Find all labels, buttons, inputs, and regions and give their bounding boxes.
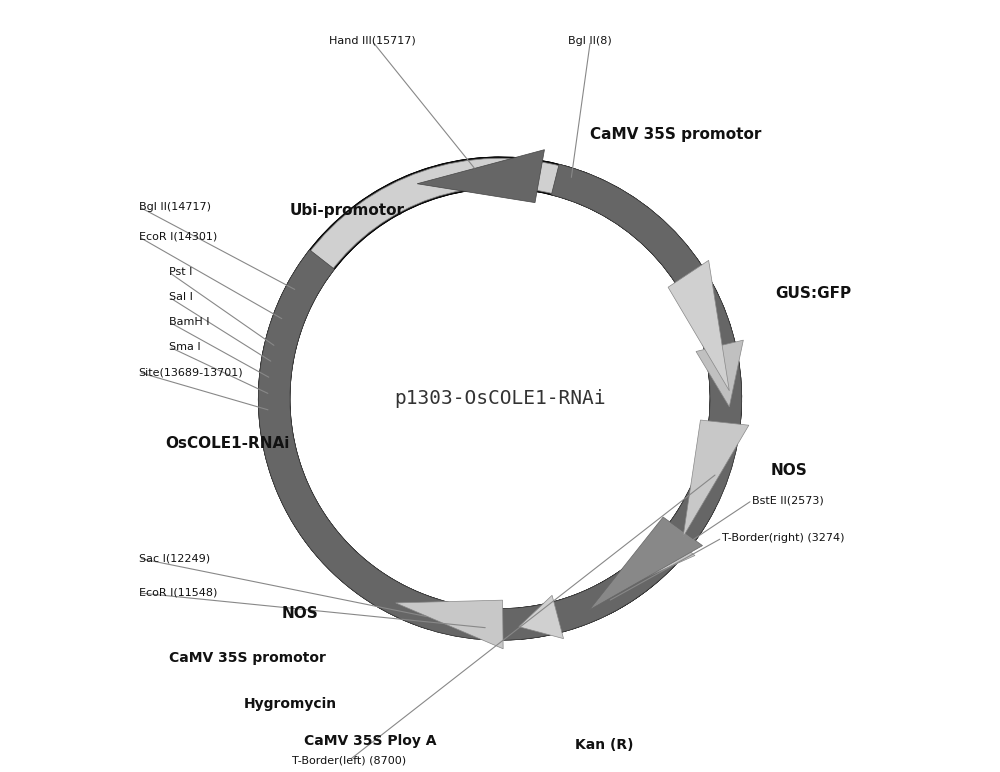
Polygon shape bbox=[666, 365, 740, 547]
Text: Bgl II(14717): Bgl II(14717) bbox=[139, 201, 211, 212]
Polygon shape bbox=[479, 158, 732, 345]
Text: Kan (R): Kan (R) bbox=[575, 738, 634, 752]
Text: BstE II(2573): BstE II(2573) bbox=[752, 495, 824, 505]
Text: CaMV 35S promotor: CaMV 35S promotor bbox=[169, 652, 326, 665]
Polygon shape bbox=[260, 158, 740, 638]
Polygon shape bbox=[641, 525, 695, 580]
Polygon shape bbox=[396, 600, 503, 648]
Text: EcoR I(14301): EcoR I(14301) bbox=[139, 232, 217, 242]
Text: Hand III(15717): Hand III(15717) bbox=[329, 36, 415, 46]
Text: NOS: NOS bbox=[771, 462, 808, 478]
Text: T-Border(left) (8700): T-Border(left) (8700) bbox=[292, 755, 406, 765]
Text: GUS:GFP: GUS:GFP bbox=[775, 286, 851, 300]
Polygon shape bbox=[595, 539, 680, 614]
Text: Ubi-promotor: Ubi-promotor bbox=[289, 203, 404, 218]
Text: CaMV 35S Ploy A: CaMV 35S Ploy A bbox=[304, 734, 437, 748]
Text: p1303-OsCOLE1-RNAi: p1303-OsCOLE1-RNAi bbox=[394, 389, 606, 408]
Polygon shape bbox=[260, 158, 738, 638]
Text: BamH I: BamH I bbox=[169, 317, 209, 327]
Text: Sac I(12249): Sac I(12249) bbox=[139, 554, 210, 564]
Text: Pst I: Pst I bbox=[169, 267, 192, 277]
Text: NOS: NOS bbox=[282, 606, 318, 621]
Polygon shape bbox=[258, 157, 742, 640]
Text: EcoR I(11548): EcoR I(11548) bbox=[139, 587, 217, 598]
Text: Sal I: Sal I bbox=[169, 292, 193, 302]
Polygon shape bbox=[519, 595, 564, 638]
Text: Sma I: Sma I bbox=[169, 341, 200, 351]
Polygon shape bbox=[259, 369, 291, 428]
Text: OsCOLE1-RNAi: OsCOLE1-RNAi bbox=[165, 436, 289, 452]
Polygon shape bbox=[258, 164, 742, 640]
Polygon shape bbox=[260, 158, 740, 638]
Polygon shape bbox=[668, 260, 729, 391]
Polygon shape bbox=[696, 340, 743, 407]
Polygon shape bbox=[555, 588, 609, 629]
Text: Site(13689-13701): Site(13689-13701) bbox=[139, 367, 243, 378]
Polygon shape bbox=[417, 150, 544, 202]
Text: Bgl II(8): Bgl II(8) bbox=[568, 36, 612, 46]
Polygon shape bbox=[262, 158, 740, 638]
Text: Hygromycin: Hygromycin bbox=[244, 696, 337, 710]
Polygon shape bbox=[683, 420, 749, 537]
Text: CaMV 35S promotor: CaMV 35S promotor bbox=[590, 127, 762, 143]
Polygon shape bbox=[258, 157, 742, 639]
Polygon shape bbox=[589, 517, 702, 610]
Text: T-Border(right) (3274): T-Border(right) (3274) bbox=[722, 533, 845, 543]
